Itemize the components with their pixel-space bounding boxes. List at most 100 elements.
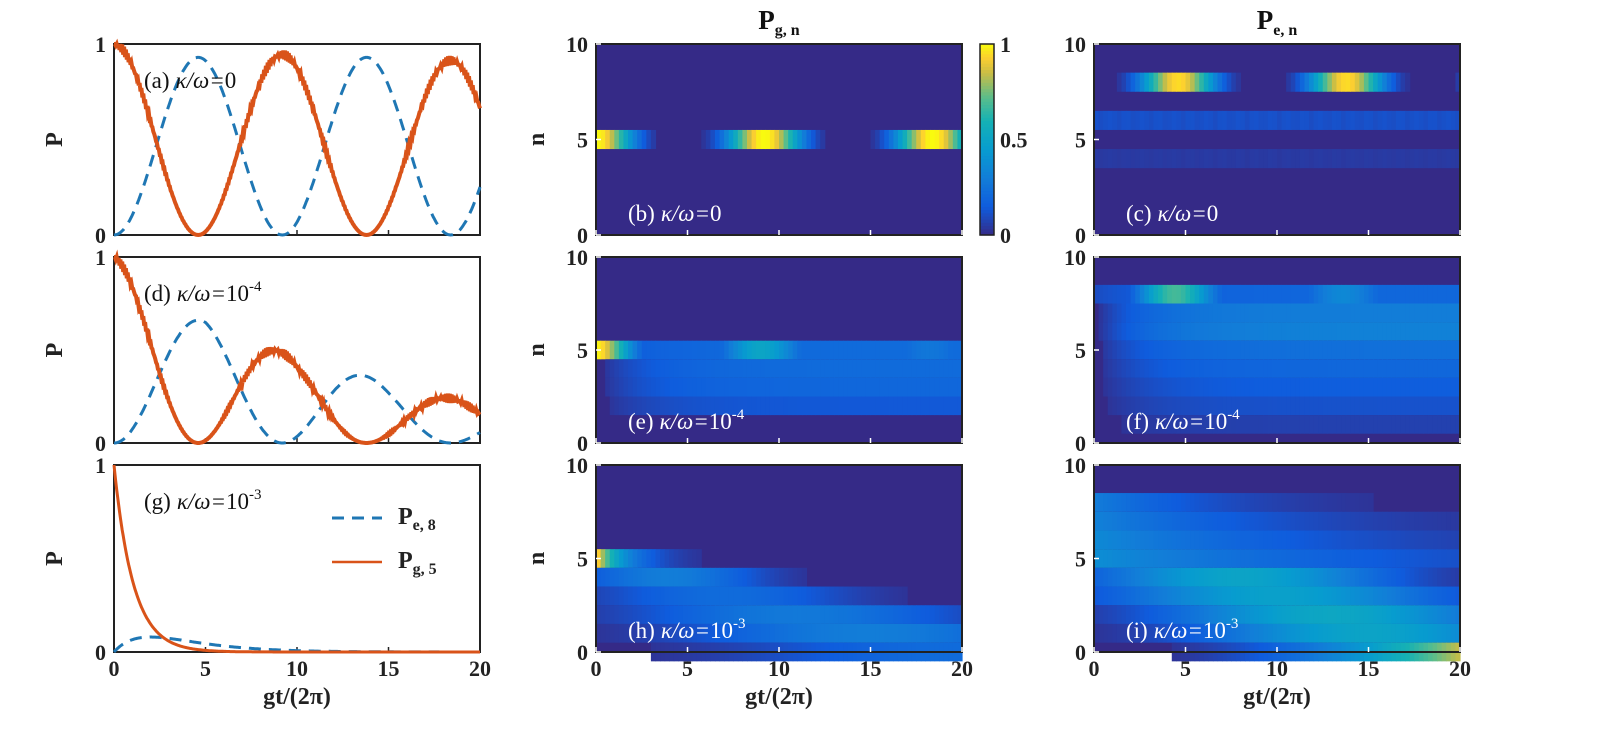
heatmap-cell [1112,322,1118,341]
legend-sub: g, 5 [413,561,437,578]
heatmap-cell [1446,377,1452,397]
heatmap-cell [1185,396,1191,416]
series-line-pe8 [113,55,482,237]
panel-param-base: 0 [1207,201,1219,226]
heatmap-cell [1217,415,1223,434]
heatmap-cell [1327,493,1333,512]
heatmap-cell [1272,549,1278,568]
heatmap-cell [1400,322,1406,341]
heatmap-cell [1176,493,1182,512]
heatmap-cell [815,377,821,397]
heatmap-cell [929,340,936,360]
heatmap-cell [1350,605,1356,624]
heatmap-cell [1414,396,1420,416]
heatmap-cell [1313,396,1319,416]
heatmap-cell [1116,322,1123,341]
heatmap-cell [1135,72,1141,92]
heatmap-cell [632,549,638,568]
heatmap-cell [673,623,679,643]
heatmap-cell [1313,493,1319,512]
heatmap-cell [1418,322,1424,341]
heatmap-cell [1286,72,1292,92]
y-tick-label: 1 [95,32,106,57]
heatmap-cell [1254,567,1260,587]
heatmap-cell [1185,110,1191,130]
heatmap-cell [1190,396,1196,416]
heatmap-cell [939,396,945,416]
heatmap-cell [664,605,670,624]
heatmap-cell [843,586,849,606]
heatmap-cell [1185,605,1191,624]
heatmap-cell [687,623,693,643]
heatmap-cell [1427,284,1434,304]
heatmap-cell [605,340,611,360]
column-title-pen: Pe, n [1257,5,1298,39]
heatmap-cell [1446,549,1452,568]
heatmap-cell [1414,530,1420,550]
heatmap-cell [1327,586,1333,606]
heatmap-cell [1350,511,1356,531]
heatmap-cell [1267,377,1274,397]
heatmap-cell [838,377,844,397]
heatmap-cell [1212,549,1219,568]
heatmap-cell [1135,359,1141,378]
heatmap-cell [746,377,753,397]
heatmap-cell [1391,605,1397,624]
heatmap-cell [1336,605,1342,624]
heatmap-cell [1414,605,1420,624]
heatmap-cell [1336,511,1342,531]
colorbar-cell [980,149,994,153]
heatmap-cell [1341,549,1347,568]
heatmap-cell [1135,149,1141,169]
heatmap-cell [632,586,638,606]
heatmap-cell [650,623,657,643]
heatmap-cell [916,605,922,624]
heatmap-cell [1231,586,1237,606]
heatmap-cell [1446,322,1452,341]
heatmap-cell [1336,110,1342,130]
heatmap-cell [1185,511,1191,531]
heatmap-cell [728,567,734,587]
heatmap-cell [1158,530,1164,550]
heatmap-cell [1254,623,1260,643]
heatmap-cell [1272,623,1278,643]
heatmap-cell [650,377,657,397]
heatmap-cell [1171,396,1177,416]
heatmap-cell [1318,322,1324,341]
heatmap-cell [1176,110,1182,130]
heatmap-cell [605,623,611,643]
heatmap-cell [774,605,780,624]
heatmap-cell [1281,623,1287,643]
heatmap-cell [1405,586,1411,606]
heatmap-cell [820,129,826,150]
heatmap-cell [779,359,785,378]
heatmap-cell [774,359,780,378]
heatmap-cell [1116,110,1123,130]
heatmap-cell [1299,605,1306,624]
heatmap-cell [1112,396,1118,416]
heatmap-cell [1158,110,1164,130]
heatmap-cell [1162,359,1168,378]
heatmap-cell [1373,284,1379,304]
heatmap-row-n3 [596,586,908,606]
heatmap-cell [1318,511,1324,531]
colorbar-cell [980,88,994,93]
heatmap-cell [1267,567,1274,587]
heatmap-cell [1153,605,1159,624]
heatmap-cell [1162,340,1168,360]
heatmap-cell [1180,72,1187,92]
heatmap-cell [1363,340,1370,360]
heatmap-cell [1148,72,1155,92]
heatmap-cell [614,605,620,624]
heatmap-cell [1103,567,1109,587]
heatmap-cell [1180,493,1187,512]
heatmap-cell [609,567,615,587]
heatmap-cell [1180,303,1187,323]
heatmap-cell [1190,303,1196,323]
heatmap-cell [792,377,798,397]
heatmap-cell [943,359,949,378]
heatmap-cell [1130,396,1136,416]
heatmap-row-n1 [1094,623,1461,643]
heatmap-cell [1331,605,1338,624]
